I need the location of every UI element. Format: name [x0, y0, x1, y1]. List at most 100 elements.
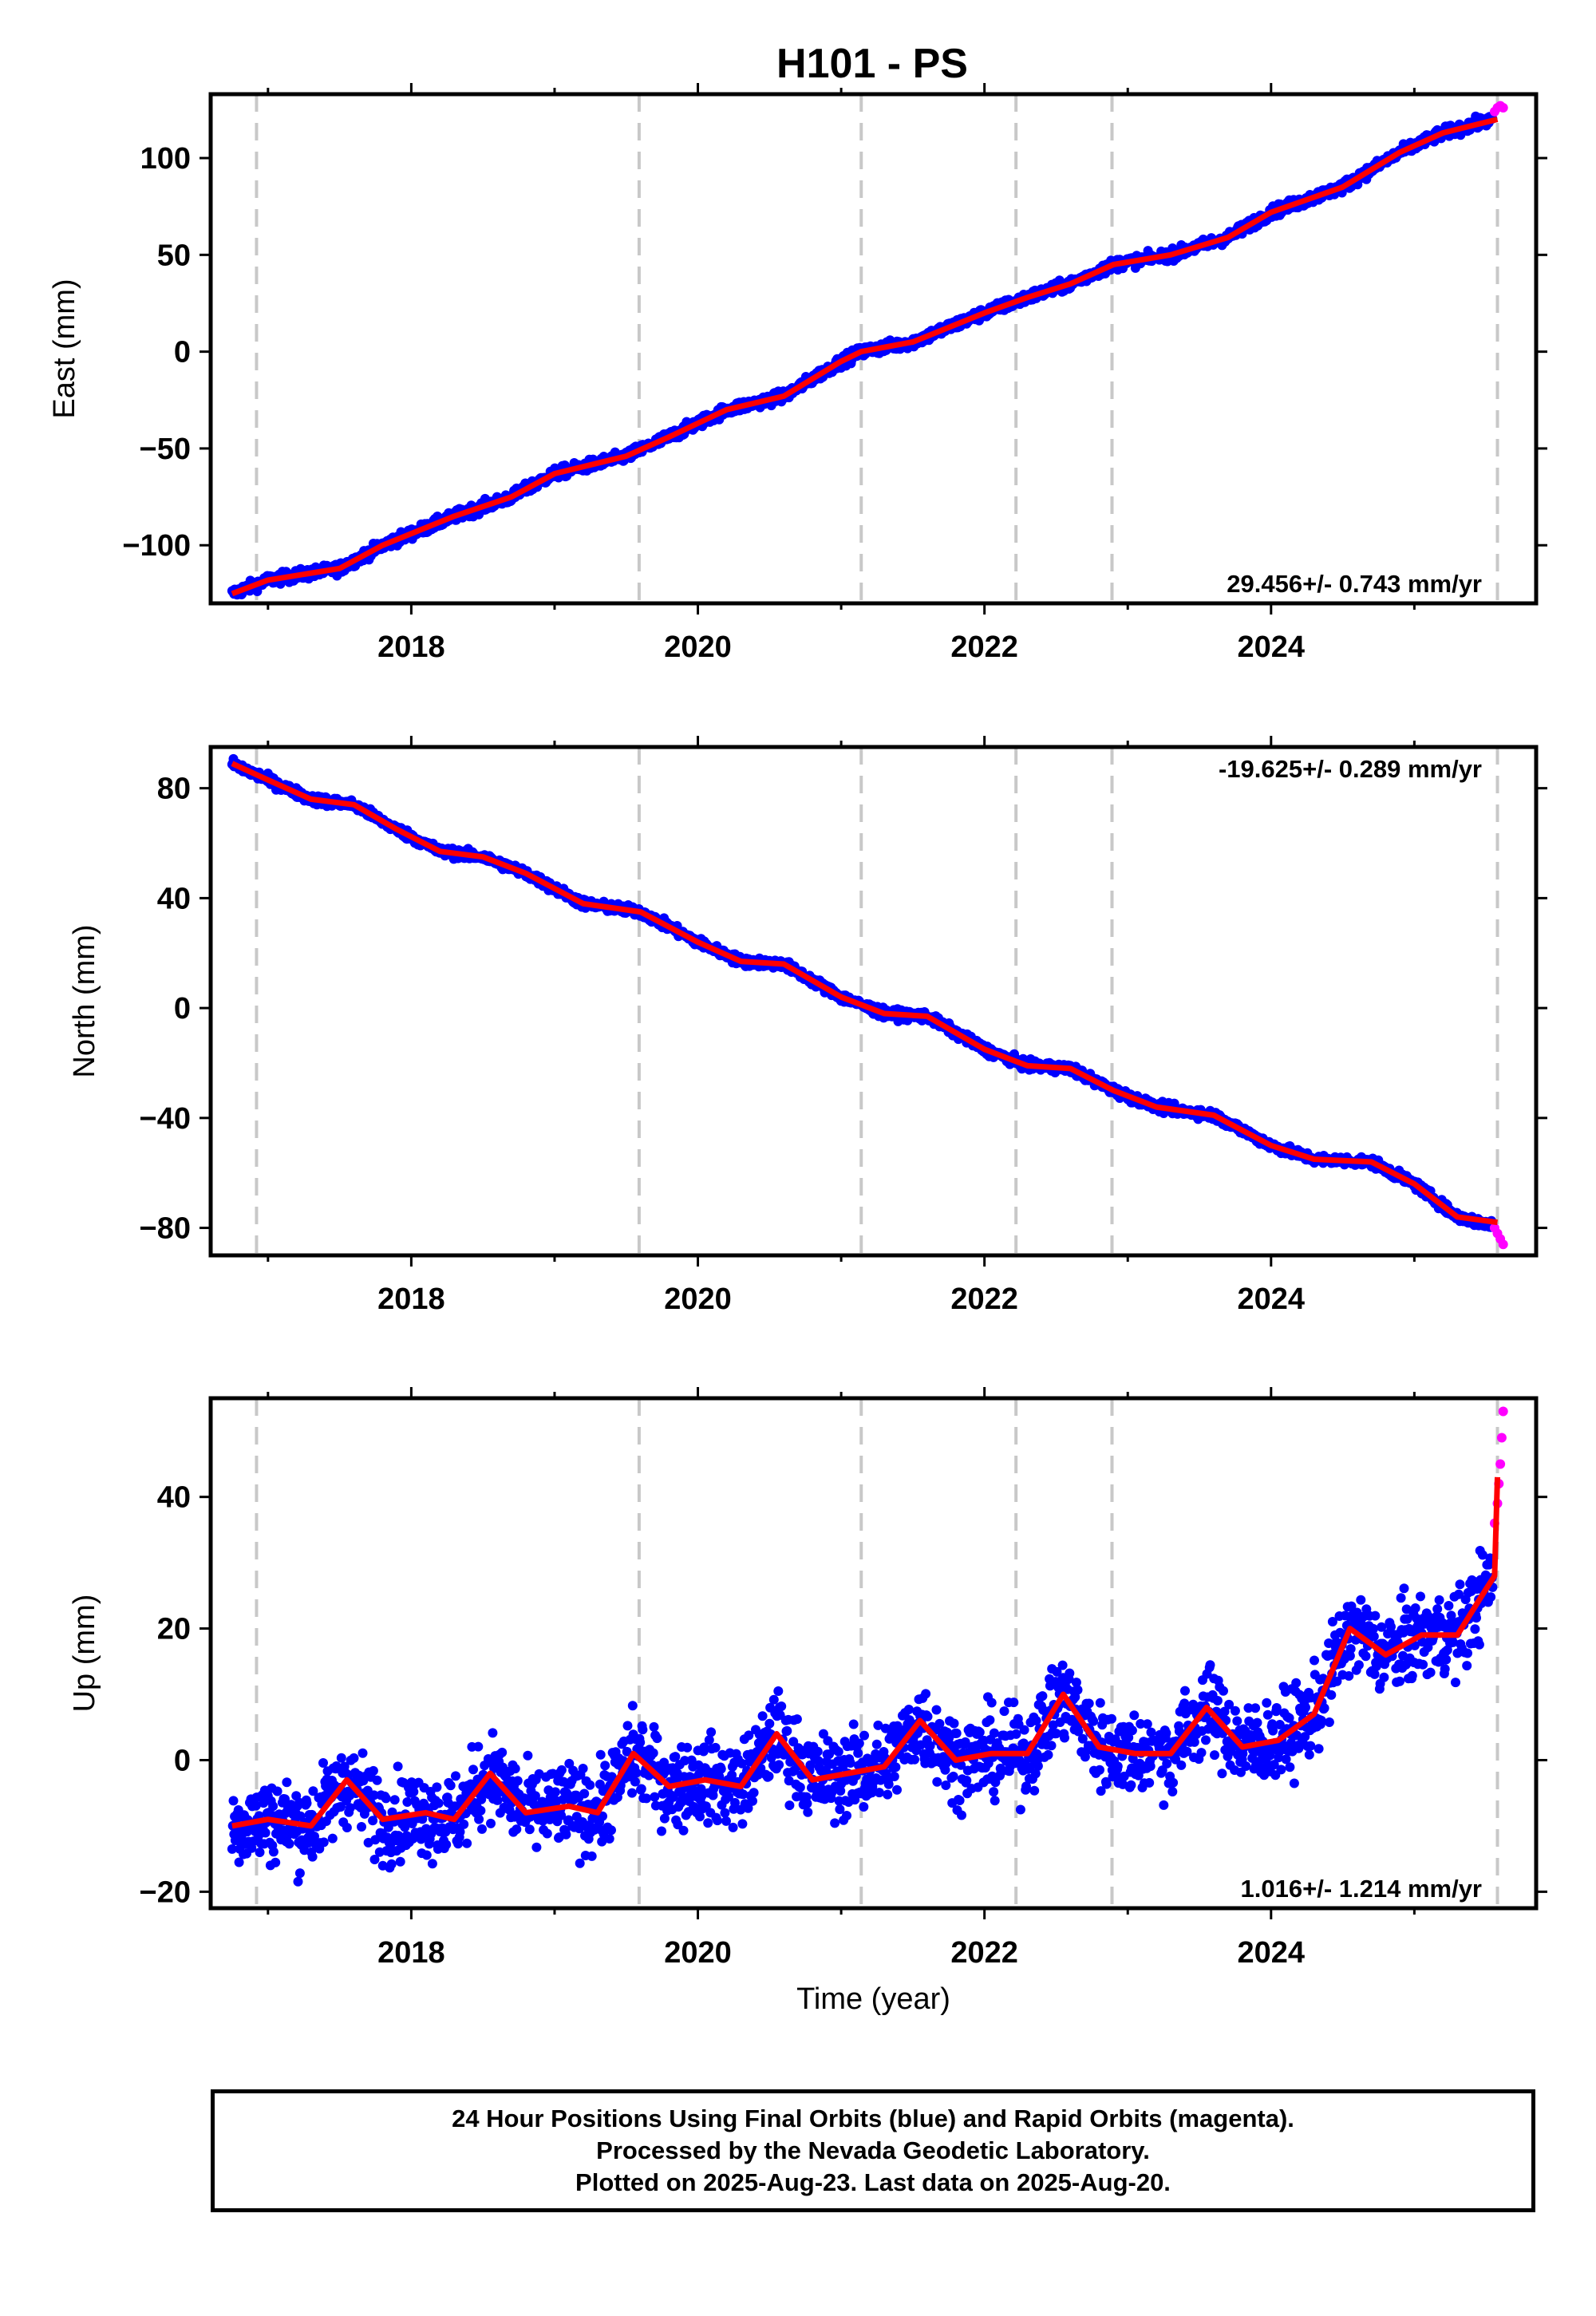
data-point [699, 1742, 709, 1753]
data-point [743, 1803, 753, 1813]
data-point [727, 1770, 737, 1780]
data-point [369, 1790, 379, 1800]
data-point [524, 1824, 535, 1835]
data-point [706, 1727, 717, 1737]
x-tick-label: 2020 [664, 630, 732, 664]
data-point [421, 1850, 432, 1860]
data-point [282, 1777, 292, 1788]
data-point [272, 1786, 282, 1796]
data-point [342, 1823, 352, 1832]
data-point [556, 1765, 567, 1775]
data-point [357, 1822, 366, 1832]
x-tick-label: 2018 [377, 1282, 445, 1316]
data-point [673, 1820, 683, 1830]
data-point [648, 1748, 658, 1758]
x-tick-label: 2024 [1238, 1282, 1306, 1316]
y-axis-label: North (mm) [68, 924, 101, 1077]
y-tick-label: 0 [174, 992, 191, 1026]
data-point [710, 1742, 721, 1753]
data-point [510, 1764, 520, 1774]
data-point [737, 1758, 747, 1769]
y-tick-label: −40 [140, 1102, 191, 1136]
series-rapid-orbits [1489, 101, 1508, 117]
data-point [512, 1776, 523, 1786]
data-point [393, 1761, 403, 1772]
data-point [260, 1828, 271, 1838]
data-point [284, 1839, 294, 1849]
data-point [234, 1857, 244, 1867]
y-axis-label: East (mm) [48, 279, 81, 418]
data-point [716, 1764, 726, 1774]
data-point [308, 1786, 318, 1796]
data-point [307, 1852, 318, 1862]
data-point [331, 1761, 342, 1771]
data-point [720, 1808, 730, 1818]
plot-frame [208, 745, 1539, 1258]
data-point [433, 1798, 444, 1808]
plot-area [227, 1398, 1508, 1908]
data-point [372, 1775, 382, 1785]
data-point [432, 1782, 442, 1792]
plot-frame [208, 92, 1539, 606]
data-point [650, 1792, 660, 1802]
data-point [587, 1851, 597, 1861]
data-point [678, 1825, 689, 1836]
data-point [400, 1822, 410, 1832]
data-point [606, 1772, 617, 1782]
data-point [417, 1814, 428, 1824]
data-point [271, 1857, 281, 1867]
data-point [631, 1768, 642, 1778]
data-point [713, 1816, 722, 1826]
data-point [259, 1798, 269, 1808]
data-point [579, 1788, 590, 1799]
data-point [638, 1725, 648, 1735]
data-point [504, 1805, 515, 1815]
data-point [585, 1780, 595, 1790]
data-point [773, 1686, 784, 1696]
data-point [682, 1742, 693, 1753]
data-point [386, 1859, 397, 1869]
data-point [327, 1833, 338, 1844]
data-point [473, 1741, 484, 1752]
y-tick-label: 100 [140, 142, 191, 176]
data-point [368, 1765, 378, 1776]
data-point [462, 1838, 472, 1848]
plot-area [227, 747, 1508, 1255]
data-point [748, 1796, 757, 1806]
data-point [268, 1847, 279, 1857]
data-point [318, 1837, 329, 1848]
data-point [764, 1771, 774, 1781]
series-rapid-orbits [1489, 1223, 1508, 1250]
data-point [251, 1800, 261, 1811]
data-point [476, 1805, 486, 1816]
data-point [369, 1855, 380, 1864]
data-point [451, 1771, 460, 1781]
data-point [768, 1694, 779, 1705]
data-point [492, 1795, 503, 1805]
data-point [694, 1769, 705, 1779]
data-point [402, 1797, 413, 1807]
x-tick-label: 2020 [664, 1282, 732, 1316]
data-point [255, 1848, 265, 1857]
y-tick-label: 0 [174, 336, 191, 370]
data-point [575, 1858, 585, 1868]
plot-area [227, 94, 1508, 603]
y-tick-label: −100 [122, 529, 191, 563]
x-tick-label: 2022 [950, 1282, 1018, 1316]
data-point [704, 1735, 714, 1745]
data-point [227, 1844, 237, 1854]
data-point [749, 1788, 759, 1798]
data-point-rapid [1498, 1239, 1508, 1250]
data-point [606, 1825, 616, 1836]
data-point [476, 1794, 487, 1804]
data-point [659, 1757, 670, 1768]
data-point [721, 1816, 731, 1826]
data-point [696, 1784, 706, 1794]
data-point [318, 1758, 328, 1768]
data-point-rapid [1498, 102, 1508, 113]
data-point [336, 1802, 346, 1812]
model-line [231, 761, 1498, 1226]
